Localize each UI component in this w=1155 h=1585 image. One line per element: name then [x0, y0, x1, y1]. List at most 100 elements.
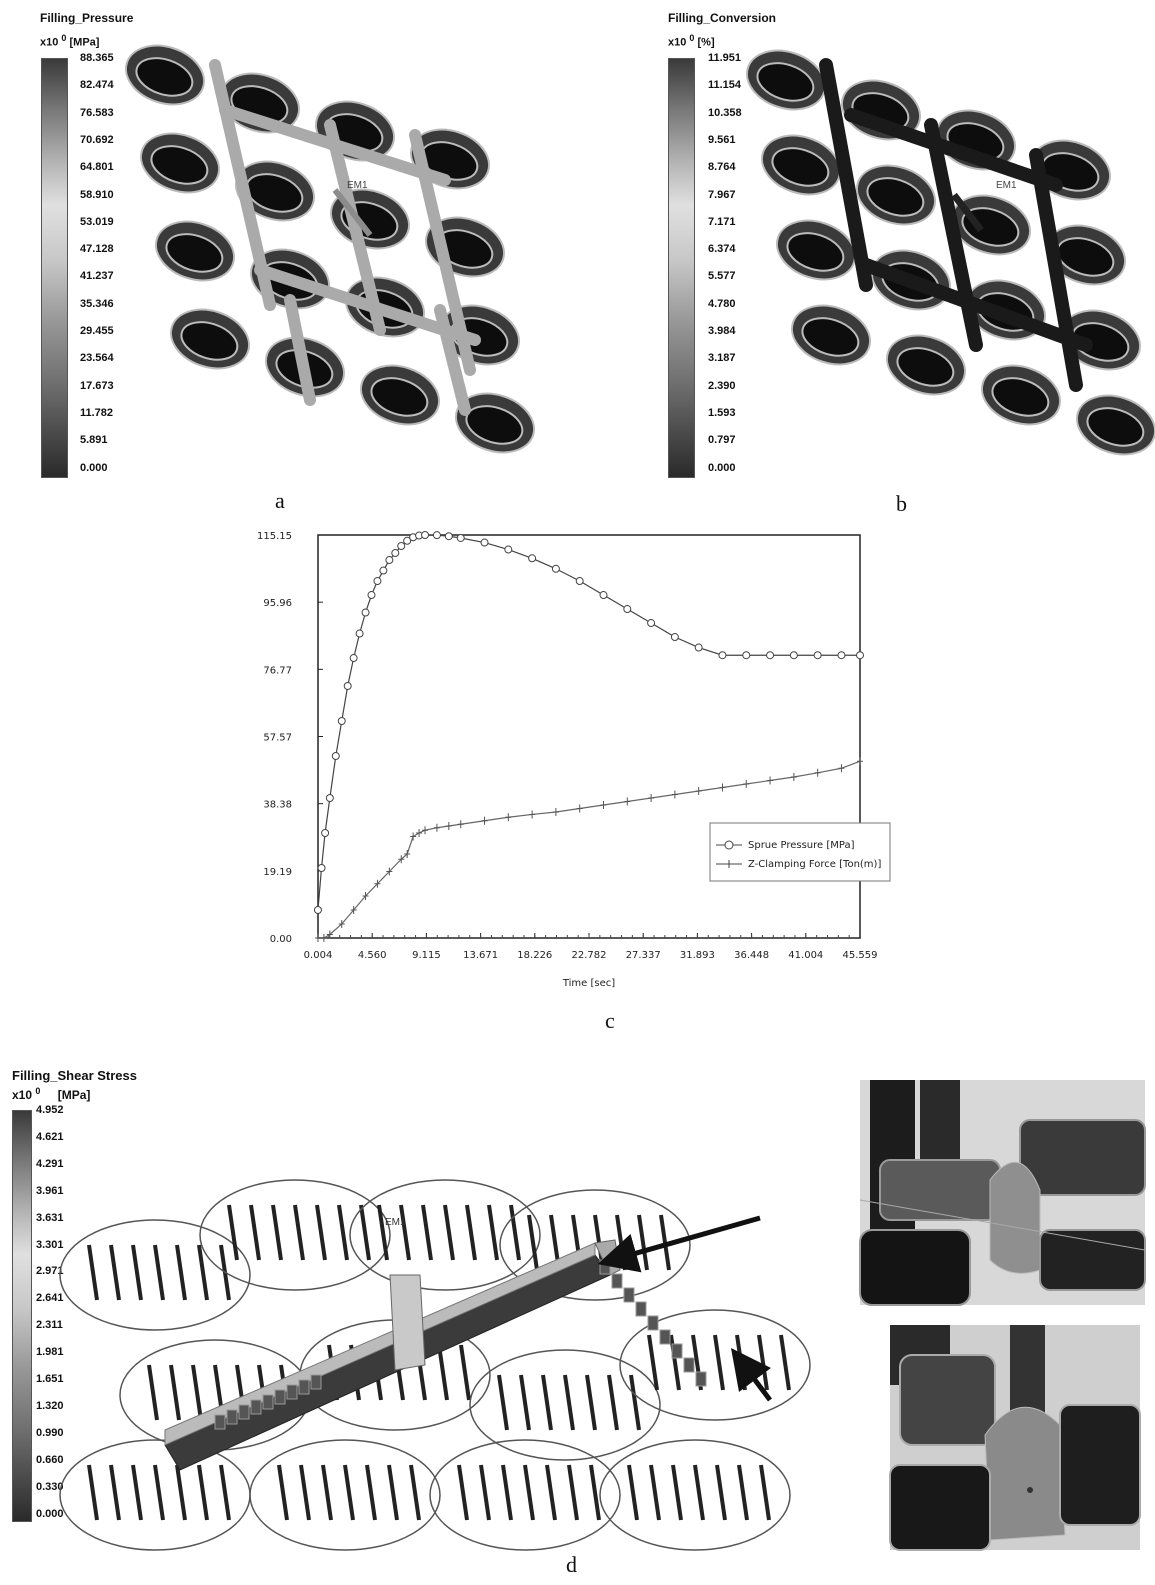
cavity-rib [759, 1464, 771, 1521]
cavity-ring [135, 57, 194, 97]
cavity-rib [249, 1204, 261, 1261]
gate-block [214, 1414, 226, 1430]
x-tick-label: 36.448 [734, 950, 769, 961]
scale-label: 0.990 [36, 1426, 64, 1439]
data-point [379, 566, 388, 575]
data-point [404, 850, 411, 859]
data-point [457, 820, 464, 829]
data-point [481, 816, 488, 825]
cavity-ring [896, 347, 955, 387]
detail-inset-top [859, 1080, 1146, 1306]
scale-label: 0.000 [708, 461, 736, 474]
data-point [361, 608, 370, 617]
scale-label: 2.390 [708, 379, 736, 392]
data-point [391, 549, 400, 558]
em1-marker: EM1 [385, 1217, 406, 1228]
cavity-ring [786, 232, 845, 272]
cavity-rib [737, 1464, 749, 1521]
scale-label: 23.564 [80, 352, 114, 365]
data-point [600, 801, 607, 810]
gate-block [659, 1329, 671, 1345]
cavity-outline [59, 1219, 251, 1331]
data-point [456, 533, 465, 542]
data-point [343, 682, 352, 691]
cavity-rib [649, 1464, 661, 1521]
data-point [528, 554, 537, 563]
x-tick-label: 22.782 [572, 950, 607, 961]
data-point [766, 651, 775, 660]
cavity-outline [429, 1439, 621, 1551]
data-point [837, 651, 846, 660]
scale-label: 1.593 [708, 406, 736, 419]
data-point [813, 651, 822, 660]
cavity-rib [779, 1334, 791, 1391]
gate-block [695, 1371, 707, 1387]
legend-title: Filling_Pressure [40, 11, 134, 25]
cavity-ring [180, 321, 239, 361]
cavity-rib [465, 1204, 477, 1261]
scale-label: 0.797 [708, 434, 736, 447]
cavity-ring [991, 377, 1050, 417]
arrow-lower [731, 1348, 772, 1402]
cavity-ring [801, 317, 860, 357]
data-point [856, 651, 864, 660]
main-runner [164, 1239, 621, 1471]
data-point [480, 538, 489, 547]
cavity-rib [479, 1464, 491, 1521]
data-point [576, 804, 583, 813]
data-point [386, 867, 393, 876]
cavity-rib [227, 1204, 239, 1261]
cavity-rib [457, 1464, 469, 1521]
color-scale-bar [12, 1110, 32, 1522]
data-point [623, 605, 632, 614]
scale-label: 3.187 [708, 352, 736, 365]
scale-label: 1.651 [36, 1373, 64, 1385]
scale-label: 82.474 [80, 79, 114, 92]
scale-label: 6.374 [708, 243, 736, 256]
data-point [403, 536, 412, 545]
cavity-rib [87, 1464, 99, 1521]
scale-label: 3.631 [36, 1211, 64, 1224]
panel-c: 0.00 19.19 38.38 57.57 76.77 95.96 115.15 0.004… [0, 520, 1155, 1040]
legend-unit: x10 0 [MPa] [40, 33, 100, 49]
cavity-rib [169, 1364, 181, 1421]
cavity-rib [437, 1344, 449, 1401]
cavity-rib [153, 1464, 165, 1521]
data-point [504, 545, 513, 554]
data-point [350, 906, 357, 915]
data-point [397, 542, 406, 551]
cavity-ring [756, 62, 815, 102]
cavity-rib [647, 1334, 659, 1391]
data-point [767, 776, 774, 785]
scale-label: 4.621 [36, 1130, 64, 1143]
cavity-rib [607, 1374, 619, 1431]
cavity-outline [499, 1189, 691, 1301]
data-point [445, 822, 452, 831]
scale-label: 2.641 [36, 1292, 64, 1305]
data-point [742, 651, 751, 660]
gate-block [635, 1301, 647, 1317]
legend-label: Z-Clamping Force [Ton(m)] [748, 859, 881, 870]
cavity-ring [370, 377, 429, 417]
scale-label: 53.019 [80, 215, 114, 228]
data-point [444, 532, 453, 541]
data-point [338, 920, 345, 929]
cavity-rib [527, 1214, 539, 1271]
cavity-ring [771, 147, 830, 187]
cavity-ring [866, 177, 925, 217]
data-point [433, 823, 440, 832]
cavity-rib [153, 1244, 165, 1301]
scale-label: 11.782 [80, 406, 114, 419]
data-point [398, 855, 405, 864]
scale-label: 2.971 [36, 1265, 64, 1278]
data-point [857, 757, 863, 766]
series-line-0 [317, 534, 860, 911]
cavity-outline [469, 1349, 661, 1461]
cavity-rib [509, 1204, 521, 1261]
cavity-rib [131, 1464, 143, 1521]
data-point [362, 892, 369, 901]
scale-label: 0.330 [36, 1480, 64, 1493]
x-tick-label: 4.560 [358, 950, 387, 961]
scale-label: 4.780 [708, 297, 736, 310]
caption-b: b [896, 491, 907, 516]
